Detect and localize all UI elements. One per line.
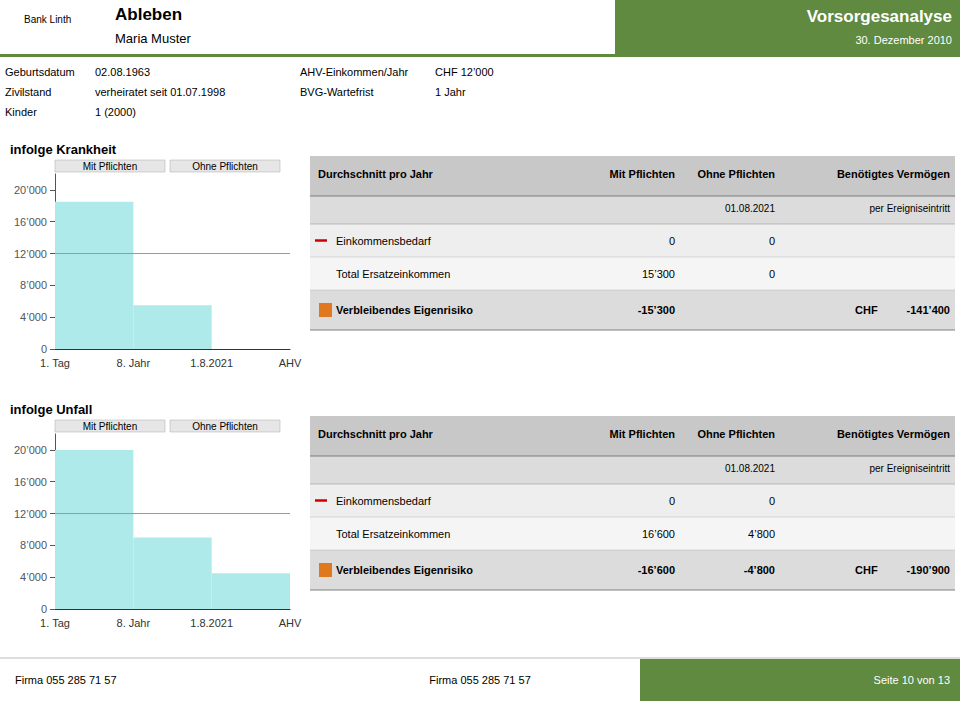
svg-text:CHF 12’000: CHF 12’000 xyxy=(435,66,494,78)
svg-text:verheiratet seit 01.07.1998: verheiratet seit 01.07.1998 xyxy=(95,86,225,98)
svg-text:15’300: 15’300 xyxy=(642,268,675,280)
svg-text:Firma 055 285 71 57: Firma 055 285 71 57 xyxy=(429,674,531,686)
svg-text:16’000: 16’000 xyxy=(14,476,47,488)
svg-text:Verbleibendes Eigenrisiko: Verbleibendes Eigenrisiko xyxy=(336,564,473,576)
svg-text:Total Ersatzeinkommen: Total Ersatzeinkommen xyxy=(336,528,450,540)
svg-text:BVG-Wartefrist: BVG-Wartefrist xyxy=(300,86,374,98)
svg-text:per Ereigniseintritt: per Ereigniseintritt xyxy=(869,463,950,474)
svg-text:1 Jahr: 1 Jahr xyxy=(435,86,466,98)
svg-text:12’000: 12’000 xyxy=(14,508,47,520)
svg-text:8. Jahr: 8. Jahr xyxy=(117,357,151,369)
svg-text:Verbleibendes Eigenrisiko: Verbleibendes Eigenrisiko xyxy=(336,304,473,316)
svg-text:Mit Pflichten: Mit Pflichten xyxy=(83,161,137,172)
svg-text:Ohne Pflichten: Ohne Pflichten xyxy=(697,428,775,440)
svg-text:Kinder: Kinder xyxy=(5,106,37,118)
svg-text:4’000: 4’000 xyxy=(20,311,47,323)
svg-text:Benötigtes Vermögen: Benötigtes Vermögen xyxy=(837,168,950,180)
svg-text:AHV: AHV xyxy=(279,617,302,629)
svg-text:Durchschnitt pro Jahr: Durchschnitt pro Jahr xyxy=(318,428,434,440)
svg-text:Ohne Pflichten: Ohne Pflichten xyxy=(697,168,775,180)
svg-text:1. Tag: 1. Tag xyxy=(40,617,70,629)
svg-text:8’000: 8’000 xyxy=(20,279,47,291)
svg-text:Ohne Pflichten: Ohne Pflichten xyxy=(192,161,258,172)
svg-text:0: 0 xyxy=(41,603,47,615)
svg-text:Ohne Pflichten: Ohne Pflichten xyxy=(192,421,258,432)
svg-text:20’000: 20’000 xyxy=(14,184,47,196)
svg-text:8’000: 8’000 xyxy=(20,539,47,551)
svg-text:Vorsorgesanalyse: Vorsorgesanalyse xyxy=(807,7,952,26)
svg-text:Maria Muster: Maria Muster xyxy=(115,31,192,46)
svg-text:-15’300: -15’300 xyxy=(638,304,675,316)
svg-text:0: 0 xyxy=(41,343,47,355)
svg-text:Zivilstand: Zivilstand xyxy=(5,86,51,98)
svg-text:Ableben: Ableben xyxy=(115,5,182,24)
svg-text:8. Jahr: 8. Jahr xyxy=(117,617,151,629)
svg-text:1.8.2021: 1.8.2021 xyxy=(190,617,233,629)
svg-text:CHF: CHF xyxy=(855,564,878,576)
svg-text:AHV-Einkommen/Jahr: AHV-Einkommen/Jahr xyxy=(300,66,409,78)
svg-text:1. Tag: 1. Tag xyxy=(40,357,70,369)
svg-text:infolge Krankheit: infolge Krankheit xyxy=(10,142,117,157)
svg-text:0: 0 xyxy=(769,268,775,280)
svg-text:Mit Pflichten: Mit Pflichten xyxy=(610,428,676,440)
svg-text:4’800: 4’800 xyxy=(748,528,775,540)
svg-text:0: 0 xyxy=(769,235,775,247)
svg-text:16’600: 16’600 xyxy=(642,528,675,540)
svg-text:Mit Pflichten: Mit Pflichten xyxy=(610,168,676,180)
svg-text:-4’800: -4’800 xyxy=(744,564,775,576)
svg-text:Einkommensbedarf: Einkommensbedarf xyxy=(336,235,432,247)
svg-text:Mit Pflichten: Mit Pflichten xyxy=(83,421,137,432)
svg-text:CHF: CHF xyxy=(855,304,878,316)
svg-text:Bank Linth: Bank Linth xyxy=(24,14,71,25)
svg-text:01.08.2021: 01.08.2021 xyxy=(725,203,775,214)
svg-text:4’000: 4’000 xyxy=(20,571,47,583)
svg-text:-16’600: -16’600 xyxy=(638,564,675,576)
svg-text:-141’400: -141’400 xyxy=(907,304,950,316)
svg-text:16’000: 16’000 xyxy=(14,216,47,228)
svg-text:12’000: 12’000 xyxy=(14,248,47,260)
svg-text:-190’900: -190’900 xyxy=(907,564,950,576)
svg-text:01.08.2021: 01.08.2021 xyxy=(725,463,775,474)
svg-text:1 (2000): 1 (2000) xyxy=(95,106,136,118)
svg-text:Durchschnitt pro Jahr: Durchschnitt pro Jahr xyxy=(318,168,434,180)
svg-text:Geburtsdatum: Geburtsdatum xyxy=(5,66,75,78)
svg-text:02.08.1963: 02.08.1963 xyxy=(95,66,150,78)
svg-text:AHV: AHV xyxy=(279,357,302,369)
svg-text:Firma 055 285 71 57: Firma 055 285 71 57 xyxy=(15,674,117,686)
svg-text:1.8.2021: 1.8.2021 xyxy=(190,357,233,369)
svg-text:Einkommensbedarf: Einkommensbedarf xyxy=(336,495,432,507)
svg-text:per Ereigniseintritt: per Ereigniseintritt xyxy=(869,203,950,214)
svg-text:0: 0 xyxy=(769,495,775,507)
svg-text:Total Ersatzeinkommen: Total Ersatzeinkommen xyxy=(336,268,450,280)
svg-text:30. Dezember 2010: 30. Dezember 2010 xyxy=(855,34,952,46)
svg-text:Seite 10 von 13: Seite 10 von 13 xyxy=(874,674,950,686)
svg-text:Benötigtes Vermögen: Benötigtes Vermögen xyxy=(837,428,950,440)
svg-text:0: 0 xyxy=(669,235,675,247)
svg-text:infolge Unfall: infolge Unfall xyxy=(10,402,92,417)
svg-text:20’000: 20’000 xyxy=(14,444,47,456)
svg-text:0: 0 xyxy=(669,495,675,507)
